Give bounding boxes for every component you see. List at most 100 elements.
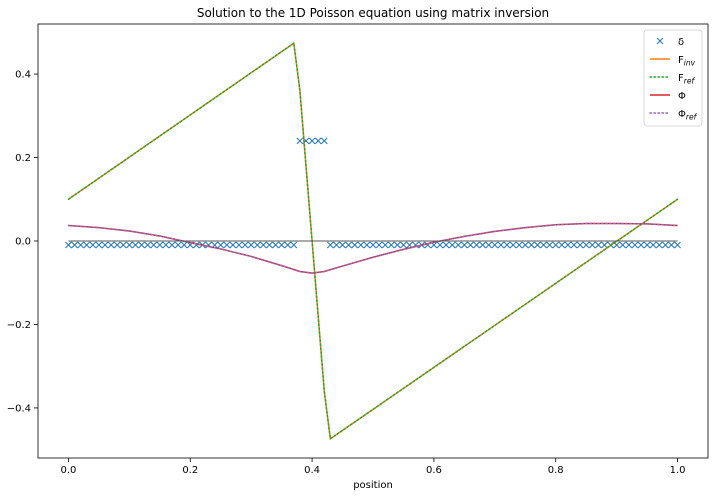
delta-marker [150, 241, 158, 249]
legend-box [643, 29, 703, 127]
delta-marker [83, 241, 91, 249]
x-tick-label: 1.0 [670, 465, 686, 476]
y-tick-label: −0.2 [7, 320, 31, 331]
delta-marker [278, 241, 285, 249]
delta-marker [637, 241, 645, 249]
legend-entry-F-inv: Finv [650, 55, 696, 68]
delta-marker [247, 241, 255, 249]
delta-marker [534, 241, 541, 249]
delta-marker [576, 241, 584, 249]
delta-marker [174, 241, 182, 249]
legend-marker [656, 37, 664, 45]
delta-marker [314, 137, 322, 145]
delta-marker [570, 241, 578, 249]
delta-marker [649, 241, 657, 249]
series-Phi-line [68, 222, 678, 274]
delta-marker [235, 241, 243, 249]
series-layer [65, 41, 681, 441]
delta-marker [71, 241, 78, 249]
delta-marker [272, 241, 279, 249]
delta-marker [497, 241, 505, 249]
delta-marker [357, 241, 365, 249]
delta-marker [540, 241, 547, 249]
delta-marker [241, 241, 249, 249]
delta-marker [351, 241, 359, 249]
delta-marker [144, 241, 151, 249]
legend-entry-F-ref: Fref [649, 73, 695, 86]
legend-label: δ [678, 37, 684, 48]
delta-marker [662, 241, 669, 249]
delta-marker [162, 241, 170, 249]
delta-marker [229, 241, 237, 249]
delta-marker [467, 241, 474, 249]
delta-marker [461, 241, 468, 249]
delta-marker [138, 241, 145, 249]
delta-marker [327, 241, 334, 249]
x-tick-label: 0.2 [182, 465, 198, 476]
delta-marker [77, 241, 84, 249]
delta-marker [503, 241, 511, 249]
delta-marker [552, 241, 560, 249]
delta-marker [655, 241, 663, 249]
delta-marker [345, 241, 352, 249]
delta-marker [126, 241, 133, 249]
delta-marker [564, 241, 572, 249]
delta-marker [436, 241, 444, 249]
delta-marker [394, 241, 401, 249]
y-axis: −0.4 −0.2 0.0 0.2 0.4 [7, 70, 38, 414]
legend-label: Finv [678, 55, 696, 68]
delta-marker [588, 241, 596, 249]
x-tick-label: 0.6 [426, 465, 442, 476]
delta-marker [668, 241, 675, 249]
delta-marker [674, 241, 681, 249]
delta-marker [253, 241, 261, 249]
chart-title: Solution to the 1D Poisson equation usin… [197, 6, 549, 20]
delta-marker [284, 241, 292, 249]
legend-label: Fref [678, 73, 695, 86]
delta-marker [400, 241, 407, 249]
delta-marker [119, 241, 127, 249]
delta-marker [290, 241, 298, 249]
delta-marker [369, 241, 377, 249]
x-tick-label: 0.0 [61, 465, 77, 476]
delta-marker [156, 241, 164, 249]
delta-marker [260, 241, 267, 249]
series-Phi-ref-line [67, 222, 679, 274]
delta-marker [217, 241, 225, 249]
delta-marker [223, 241, 231, 249]
delta-marker [442, 241, 450, 249]
delta-marker [528, 241, 535, 249]
delta-marker [113, 241, 121, 249]
legend-entry-Phi: Φ [650, 91, 686, 102]
delta-marker [168, 241, 176, 249]
delta-marker [375, 241, 383, 249]
delta-marker [595, 241, 602, 249]
legend-label: Φref [678, 109, 698, 122]
delta-marker [448, 241, 456, 249]
x-axis-label: position [353, 480, 393, 491]
series-delta-markers [65, 137, 681, 249]
delta-marker [296, 137, 304, 145]
delta-marker [89, 241, 97, 249]
delta-marker [65, 241, 72, 249]
legend-label: Φ [678, 91, 686, 102]
delta-marker [339, 241, 346, 249]
delta-marker [521, 241, 529, 249]
legend-entry-delta: δ [656, 37, 684, 48]
y-tick-label: 0.4 [15, 70, 31, 81]
delta-marker [491, 241, 499, 249]
delta-marker [387, 241, 395, 249]
delta-marker [515, 241, 523, 249]
legend-entry-Phi-ref: Φref [649, 109, 698, 122]
delta-marker [631, 241, 639, 249]
x-tick-label: 0.4 [304, 465, 320, 476]
delta-marker [132, 241, 139, 249]
delta-marker [381, 241, 389, 249]
delta-marker [95, 241, 103, 249]
y-tick-label: 0.0 [15, 237, 31, 248]
delta-marker [601, 241, 608, 249]
y-tick-label: −0.4 [7, 403, 31, 414]
delta-marker [643, 241, 651, 249]
delta-marker [320, 137, 328, 145]
